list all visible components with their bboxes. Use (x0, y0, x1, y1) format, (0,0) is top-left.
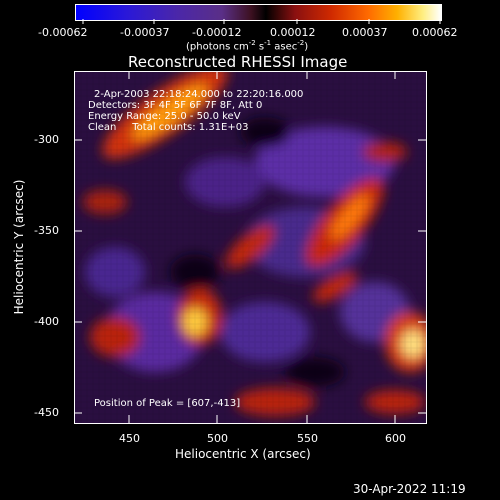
y-tick-labels: -300 -350 -400 -450 (0, 0, 74, 500)
time-range: 2-Apr-2003 22:18:24.000 to 22:20:16.000 (94, 89, 304, 100)
colorbar-tick-labels: -0.00062 -0.00037 -0.00012 0.00012 0.000… (0, 26, 500, 40)
y-tick-label: -450 (34, 406, 59, 419)
colorbar-tick-label: -0.00062 (38, 26, 88, 39)
colorbar-tick-label: -0.00012 (192, 26, 242, 39)
x-axis-label: Heliocentric X (arcsec) (175, 447, 311, 461)
plot-title: Reconstructed RHESSI Image (128, 53, 348, 71)
x-tick-label: 450 (119, 432, 140, 445)
info-block: 2-Apr-2003 22:18:24.000 to 22:20:16.000 … (88, 89, 303, 133)
colorbar-units-label: (photons cm-2 s-1 asec-2) (186, 39, 309, 53)
detectors-info: Detectors: 3F 4F 5F 6F 7F 8F, Att 0 (88, 100, 263, 111)
colorbar-tick-label: 0.00012 (270, 26, 316, 39)
colorbar (75, 4, 442, 21)
colorbar-tick-label: 0.00062 (412, 26, 458, 39)
y-tick-label: -400 (34, 315, 59, 328)
x-tick-labels: 450 500 550 600 (0, 432, 500, 446)
energy-range: Energy Range: 25.0 - 50.0 keV (88, 111, 241, 122)
x-tick-label: 600 (385, 432, 406, 445)
x-tick-label: 550 (297, 432, 318, 445)
footer-date: 30-Apr-2022 11:19 (353, 482, 466, 496)
y-axis-label: Heliocentric Y (arcsec) (12, 179, 26, 315)
colorbar-tick-label: -0.00037 (120, 26, 170, 39)
clean-info: Clean Total counts: 1.31E+03 (88, 122, 249, 133)
colorbar-ticks (82, 19, 441, 24)
peak-position: Position of Peak = [607,-413] (94, 398, 241, 409)
colorbar-tick-label: 0.00037 (342, 26, 388, 39)
y-tick-label: -300 (34, 133, 59, 146)
rhessi-image (75, 72, 426, 423)
axes-frame (74, 71, 427, 424)
y-tick-label: -350 (34, 224, 59, 237)
x-tick-label: 500 (207, 432, 228, 445)
